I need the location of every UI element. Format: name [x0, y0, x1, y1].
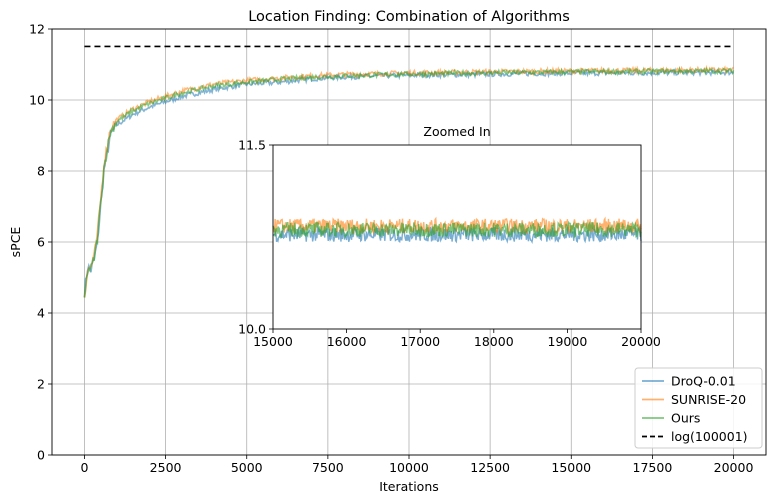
- inset-frame: [272, 144, 642, 330]
- inset-series-line-ours: [272, 220, 642, 240]
- x-axis-label: Iterations: [379, 479, 439, 494]
- legend-label: SUNRISE-20: [671, 392, 746, 407]
- inset-y-tick-label: 10.0: [238, 322, 266, 337]
- legend-label: DroQ-0.01: [671, 374, 736, 389]
- x-tick-label: 2500: [150, 460, 182, 475]
- legend-label: Ours: [671, 411, 700, 426]
- y-tick-label: 10: [29, 93, 45, 108]
- y-tick-label: 12: [29, 22, 45, 37]
- y-tick-label: 0: [37, 448, 45, 463]
- main-series-group: [83, 45, 735, 298]
- inset-x-tick-label: 16000: [327, 334, 367, 349]
- x-tick-label: 5000: [231, 460, 263, 475]
- inset-x-tick-label: 15000: [253, 334, 293, 349]
- chart-title: Location Finding: Combination of Algorit…: [248, 9, 570, 25]
- y-tick-label: 8: [37, 164, 45, 179]
- series-line-ours: [83, 66, 735, 298]
- inset-x-tick-label: 18000: [474, 334, 514, 349]
- x-tick-label: 0: [80, 460, 88, 475]
- y-tick-label: 4: [37, 306, 45, 321]
- zoom-inset: Zoomed In 15000 16000 17000 18000 19000 20000 1…: [238, 124, 661, 349]
- legend-label: log(100001): [671, 429, 748, 444]
- inset-series-group: [272, 216, 642, 245]
- inset-x-tick-label: 19000: [548, 334, 588, 349]
- inset-series-line-sunrise-20: [272, 216, 642, 236]
- inset-series-line-droq-0-01: [272, 225, 642, 245]
- y-axis-label: sPCE: [8, 227, 23, 258]
- x-tick-label: 7500: [312, 460, 344, 475]
- y-tick-label: 6: [37, 235, 45, 250]
- inset-y-tick-label: 11.5: [238, 138, 266, 153]
- x-tick-label: 20000: [714, 460, 754, 475]
- y-tick-label: 2: [37, 377, 45, 392]
- inset-x-tick-label: 20000: [621, 334, 661, 349]
- legend: DroQ-0.01 SUNRISE-20 Ours log(100001): [634, 367, 763, 449]
- inset-x-tick-label: 17000: [400, 334, 440, 349]
- x-tick-label: 10000: [389, 460, 429, 475]
- x-tick-label: 15000: [551, 460, 591, 475]
- x-tick-label: 12500: [470, 460, 510, 475]
- x-tick-label: 17500: [633, 460, 673, 475]
- plot-frame: [51, 28, 767, 456]
- legend-box: [634, 367, 763, 449]
- inset-title: Zoomed In: [423, 124, 490, 139]
- main-axes: 0 2500 5000 7500 10000 12500 15000 17500 20000 0 2…: [29, 22, 767, 475]
